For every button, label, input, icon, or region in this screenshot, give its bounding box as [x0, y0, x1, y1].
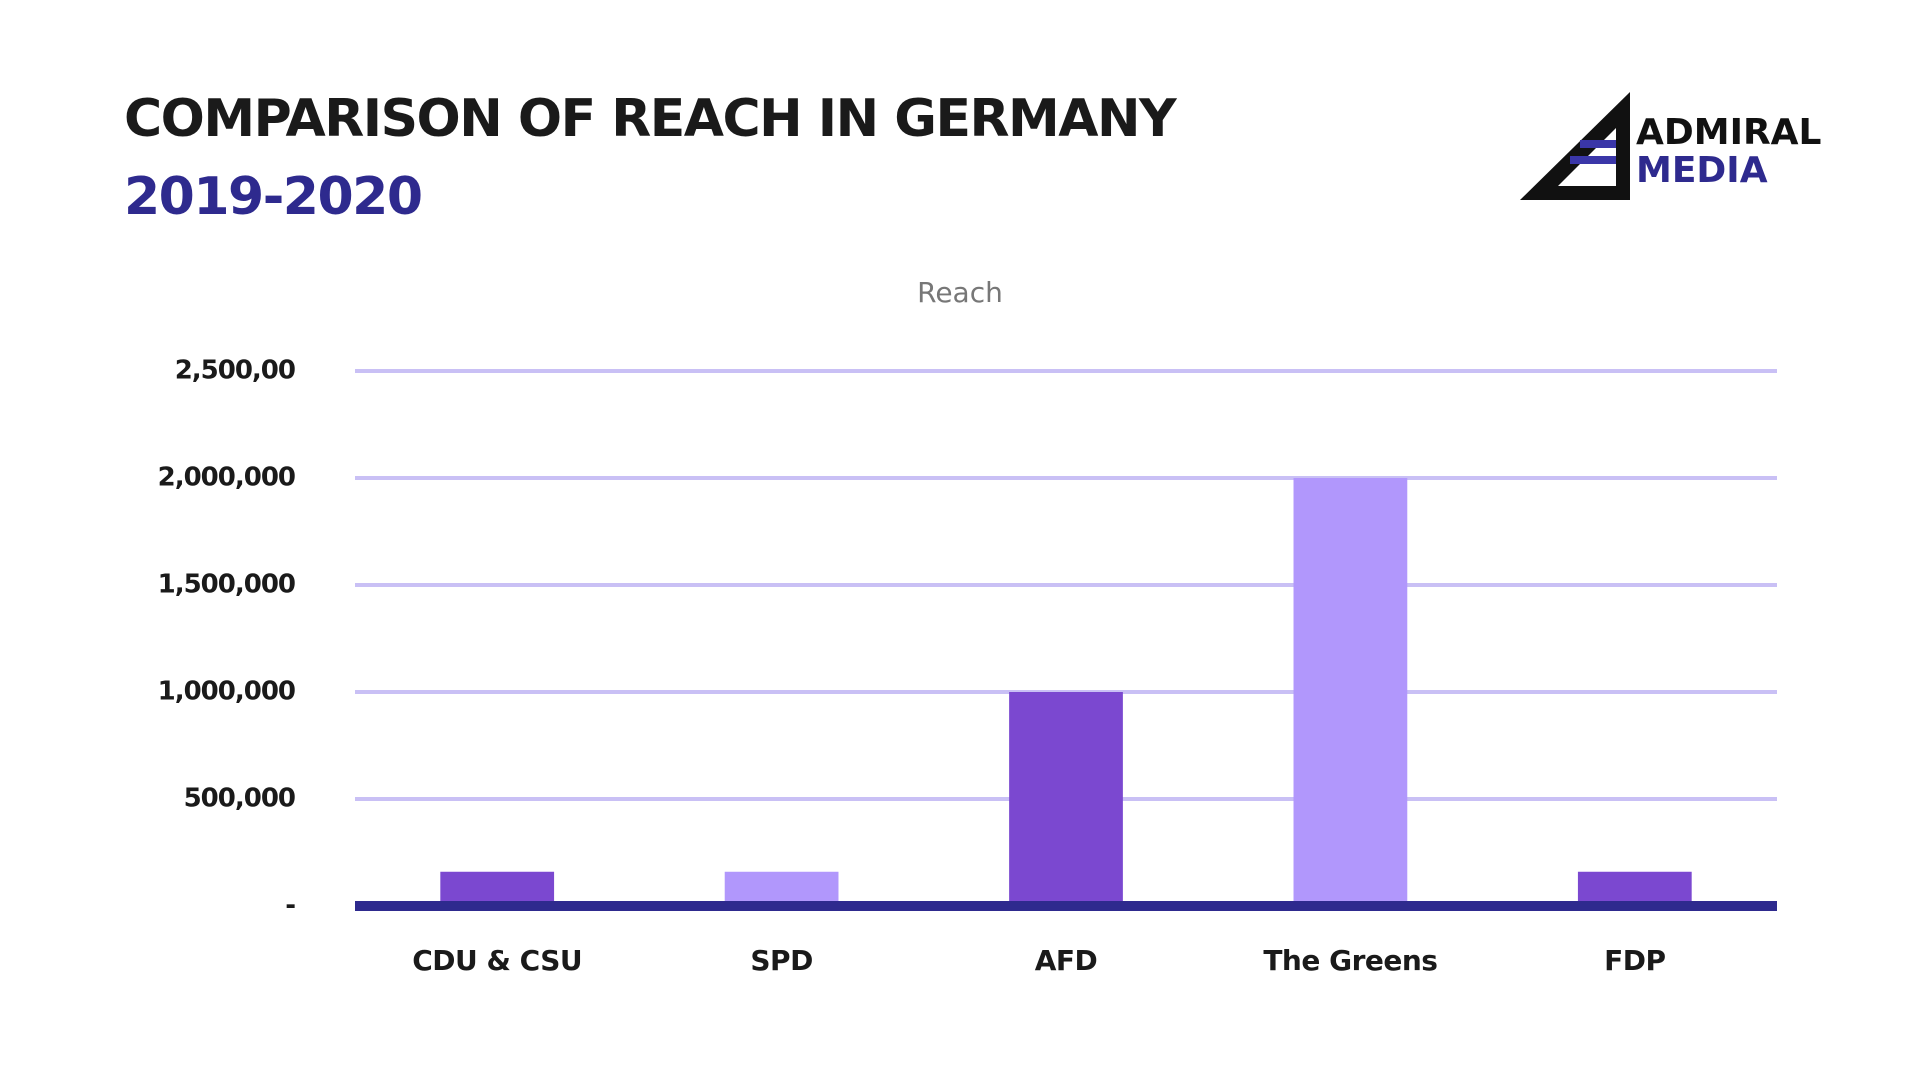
bar — [724, 871, 839, 906]
y-tick-label: - — [285, 891, 295, 921]
logo-stripe — [1570, 156, 1616, 164]
chart-title: COMPARISON OF REACH IN GERMANY — [124, 89, 1178, 149]
x-tick-label: AFD — [1035, 944, 1098, 977]
bar — [1293, 478, 1408, 906]
y-tick-label: 500,000 — [184, 784, 295, 814]
chart-subtitle: 2019-2020 — [124, 167, 422, 227]
bar — [1577, 871, 1692, 906]
bar — [1009, 692, 1123, 906]
x-tick-label: SPD — [750, 944, 812, 977]
y-tick-label: 1,000,000 — [158, 677, 295, 707]
y-tick-label: 2,000,000 — [158, 463, 295, 493]
logo-text: MEDIA — [1636, 150, 1768, 191]
y-tick-label: 1,500,000 — [158, 570, 295, 600]
x-tick-label: CDU & CSU — [412, 944, 582, 977]
y-tick-label: 2,500,00 — [175, 356, 295, 386]
logo-text: ADMIRAL — [1636, 112, 1821, 153]
bar — [440, 871, 555, 906]
x-tick-label: FDP — [1604, 944, 1665, 977]
logo: ADMIRAL MEDIA — [1520, 92, 1821, 200]
plot-title: Reach — [917, 276, 1003, 309]
x-tick-label: The Greens — [1263, 944, 1437, 977]
logo-stripe — [1580, 140, 1616, 148]
